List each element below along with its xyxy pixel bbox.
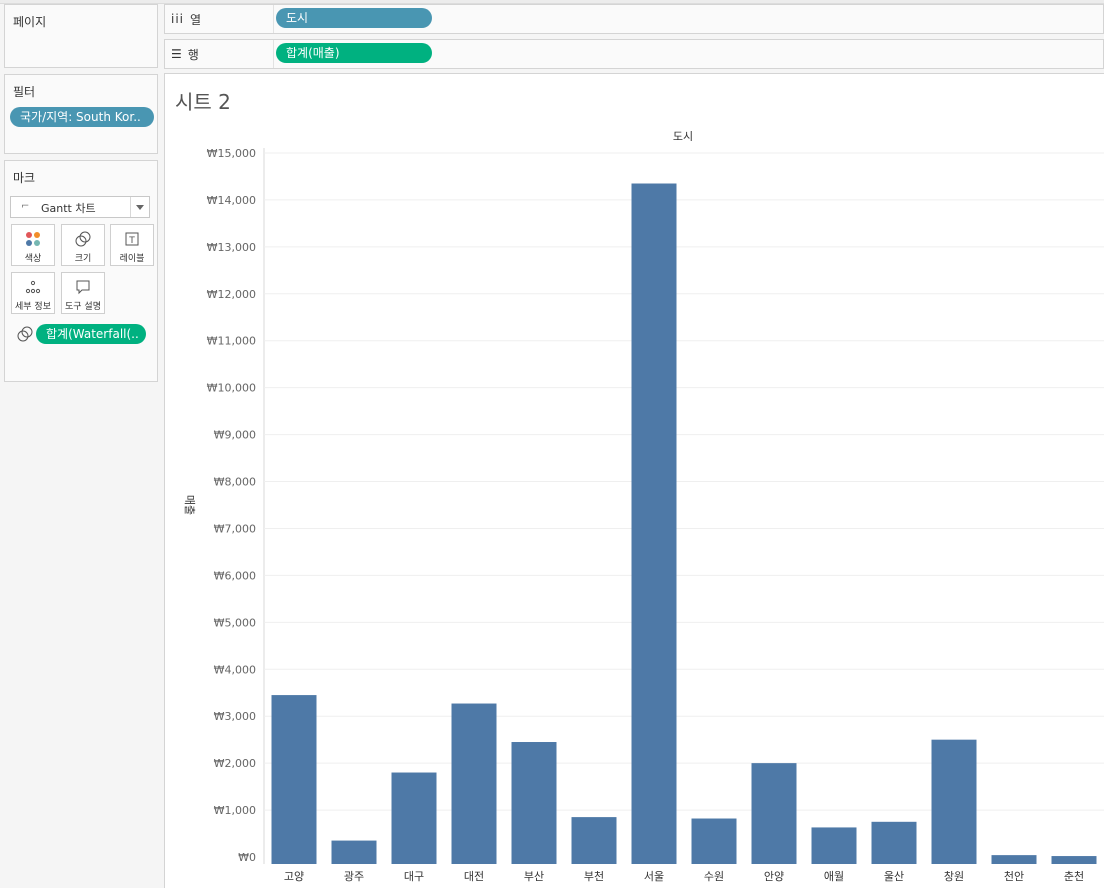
size-button[interactable]: 크기: [61, 224, 105, 266]
detail-label: 세부 정보: [15, 302, 51, 312]
y-tick-label: ₩13,000: [207, 241, 256, 254]
x-tick-label: 안양: [764, 870, 784, 883]
columns-icon: iii: [171, 12, 185, 26]
x-tick-label: 광주: [344, 870, 364, 883]
pages-panel: 페이지: [4, 4, 158, 68]
x-tick-label: 울산: [884, 870, 904, 883]
bar-5[interactable]: [511, 742, 557, 864]
color-icon: [12, 231, 54, 247]
y-tick-label: ₩0: [238, 851, 256, 864]
x-tick-label: 애월: [824, 870, 844, 883]
mark-type-label: Gantt 차트: [41, 202, 96, 215]
y-tick-label: ₩14,000: [207, 194, 256, 207]
y-tick-label: ₩9,000: [214, 429, 256, 442]
filters-title: 필터: [13, 85, 36, 99]
bar-3[interactable]: [391, 772, 437, 864]
size-label: 크기: [74, 254, 92, 264]
bar-13[interactable]: [991, 855, 1037, 864]
detail-button[interactable]: 세부 정보: [11, 272, 55, 314]
bar-7[interactable]: [631, 183, 677, 865]
x-tick-label: 서울: [644, 870, 664, 883]
x-tick-label: 부산: [524, 870, 544, 883]
bar-4[interactable]: [451, 703, 497, 864]
x-tick-label: 수원: [704, 870, 724, 883]
marks-title: 마크: [13, 171, 36, 185]
country-filter-pill[interactable]: 국가/지역: South Kor..: [10, 107, 154, 127]
x-tick-label: 부천: [584, 869, 604, 883]
label-icon: T: [111, 231, 153, 247]
y-tick-label: ₩6,000: [214, 569, 256, 582]
bar-11[interactable]: [871, 821, 917, 864]
chart-column-header: 도시: [673, 130, 693, 143]
rows-pill-sales[interactable]: 합계(매출): [276, 43, 432, 63]
y-axis-title: 매출: [183, 495, 196, 515]
top-toolbar-strip: [0, 0, 1104, 4]
y-tick-label: ₩15,000: [207, 147, 256, 160]
size-field-icon: [17, 326, 33, 345]
x-tick-label: 고양: [284, 870, 304, 883]
tooltip-button[interactable]: 도구 설명: [61, 272, 105, 314]
columns-label: 열: [190, 12, 202, 27]
label-label: 레이블: [119, 254, 145, 264]
filters-panel: 필터 국가/지역: South Kor..: [4, 74, 158, 154]
bar-1[interactable]: [271, 695, 317, 864]
columns-pill-city[interactable]: 도시: [276, 8, 432, 28]
bar-8[interactable]: [691, 818, 737, 864]
tooltip-label: 도구 설명: [65, 302, 101, 312]
detail-icon: [12, 279, 54, 295]
gantt-icon: ⌐: [21, 201, 30, 212]
y-tick-label: ₩10,000: [207, 382, 256, 395]
color-button[interactable]: 색상: [11, 224, 55, 266]
y-tick-label: ₩11,000: [207, 335, 256, 348]
label-button[interactable]: T 레이블: [110, 224, 154, 266]
x-tick-label: 춘천: [1064, 869, 1084, 883]
x-tick-label: 천안: [1004, 869, 1024, 883]
sheet-title: 시트 2: [175, 90, 231, 114]
color-label: 색상: [24, 254, 42, 264]
bar-2[interactable]: [331, 840, 377, 864]
bar-12[interactable]: [931, 739, 977, 864]
size-field-pill[interactable]: 합계(Waterfall(..: [36, 324, 146, 344]
rows-label: 행: [187, 47, 199, 62]
y-tick-label: ₩12,000: [207, 288, 256, 301]
rows-icon: ☰: [171, 47, 182, 61]
pages-title: 페이지: [13, 15, 47, 29]
x-tick-label: 대전: [464, 870, 484, 883]
bar-9[interactable]: [751, 763, 797, 864]
y-tick-label: ₩7,000: [214, 522, 256, 535]
y-tick-label: ₩1,000: [214, 804, 256, 817]
y-tick-label: ₩8,000: [214, 476, 256, 489]
y-tick-label: ₩4,000: [214, 663, 256, 676]
bar-6[interactable]: [571, 817, 617, 864]
y-tick-label: ₩3,000: [214, 710, 256, 723]
svg-text:T: T: [128, 236, 135, 246]
size-icon: [62, 231, 104, 247]
x-tick-label: 대구: [404, 870, 424, 883]
chevron-down-icon[interactable]: [130, 197, 149, 217]
bar-10[interactable]: [811, 827, 857, 864]
mark-type-dropdown[interactable]: ⌐ Gantt 차트: [10, 196, 150, 218]
y-tick-label: ₩2,000: [214, 757, 256, 770]
y-tick-label: ₩5,000: [214, 616, 256, 629]
x-tick-label: 창원: [944, 870, 964, 883]
tooltip-icon: [62, 279, 104, 295]
bar-14[interactable]: [1051, 856, 1097, 864]
